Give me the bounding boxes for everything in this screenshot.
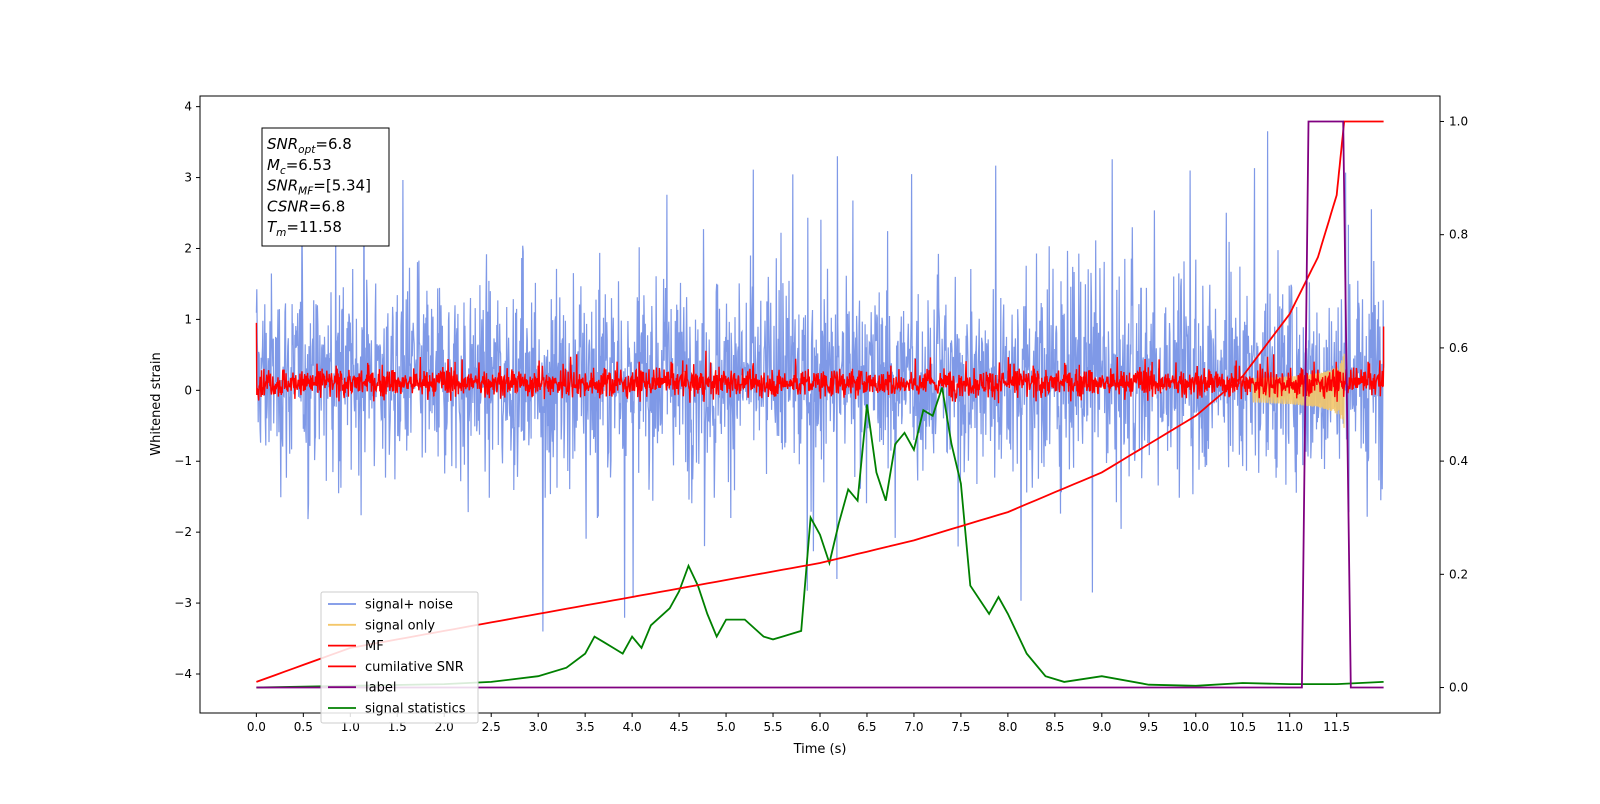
y2-tick-label: 0.6	[1449, 341, 1468, 355]
mf-line	[255, 322, 1385, 404]
y-tick-label: 3	[184, 171, 192, 185]
x-tick-label: 8.0	[998, 720, 1017, 734]
y-tick-label: −3	[174, 596, 192, 610]
y-tick-label: −2	[174, 525, 192, 539]
info-box-line: Mc=6.53	[267, 156, 332, 177]
legend-label: signal only	[365, 618, 435, 633]
y2-tick-label: 0.0	[1449, 681, 1468, 695]
y-tick-label: 2	[184, 241, 192, 255]
cumulative-snr-line	[256, 120, 1384, 683]
x-tick-label: 6.0	[810, 720, 829, 734]
x-tick-label: 8.5	[1045, 720, 1064, 734]
legend-label: MF	[365, 639, 384, 654]
x-tick-label: 0.0	[247, 720, 266, 734]
x-tick-label: 11.0	[1276, 720, 1303, 734]
info-box-line: SNRopt=6.8	[267, 135, 352, 156]
x-tick-label: 3.0	[529, 720, 548, 734]
x-tick-label: 4.5	[670, 720, 689, 734]
x-tick-label: 3.5	[576, 720, 595, 734]
y-tick-label: 1	[184, 312, 192, 326]
plot-area	[255, 120, 1385, 689]
legend-frame	[320, 591, 479, 724]
legend-label: label	[365, 681, 396, 696]
x-axis-label: Time (s)	[793, 742, 847, 757]
x-tick-label: 2.5	[482, 720, 501, 734]
y2-tick-label: 0.8	[1449, 228, 1468, 242]
y-tick-label: 4	[184, 100, 192, 114]
signal-statistics-line	[256, 387, 1384, 689]
info-box-line: SNRMF=[5.34]	[267, 177, 371, 198]
y-tick-label: −1	[174, 454, 192, 468]
legend: signal+ noise signal only MF cumilative SNR…	[320, 591, 479, 724]
legend-label: cumilative SNR	[365, 660, 464, 675]
label-line	[256, 120, 1384, 689]
x-tick-label: 9.5	[1139, 720, 1158, 734]
legend-label: signal statistics	[365, 702, 466, 717]
x-tick-label: 7.0	[904, 720, 923, 734]
signal-noise-line	[255, 131, 1385, 632]
x-tick-label: 10.5	[1229, 720, 1256, 734]
y2-tick-label: 1.0	[1449, 114, 1468, 128]
info-box-line: CSNR=6.8	[267, 197, 345, 215]
x-tick-label: 6.5	[857, 720, 876, 734]
x-tick-label: 9.0	[1092, 720, 1111, 734]
x-tick-label: 4.0	[623, 720, 642, 734]
info-box-frame	[261, 127, 390, 247]
legend-label: signal+ noise	[365, 598, 453, 613]
x-tick-label: 11.5	[1323, 720, 1350, 734]
x-tick-label: 10.0	[1182, 720, 1209, 734]
x-tick-label: 7.5	[951, 720, 970, 734]
y-axis-label: Whitened strain	[149, 352, 164, 455]
x-tick-label: 0.5	[294, 720, 313, 734]
info-box-line: Tm=11.58	[267, 218, 342, 239]
y2-tick-label: 0.4	[1449, 454, 1468, 468]
y2-tick-label: 0.2	[1449, 567, 1468, 581]
x-tick-label: 5.0	[717, 720, 736, 734]
x-tick-label: 5.5	[763, 720, 782, 734]
y-tick-label: 0	[184, 383, 192, 397]
y-tick-label: −4	[174, 667, 192, 681]
